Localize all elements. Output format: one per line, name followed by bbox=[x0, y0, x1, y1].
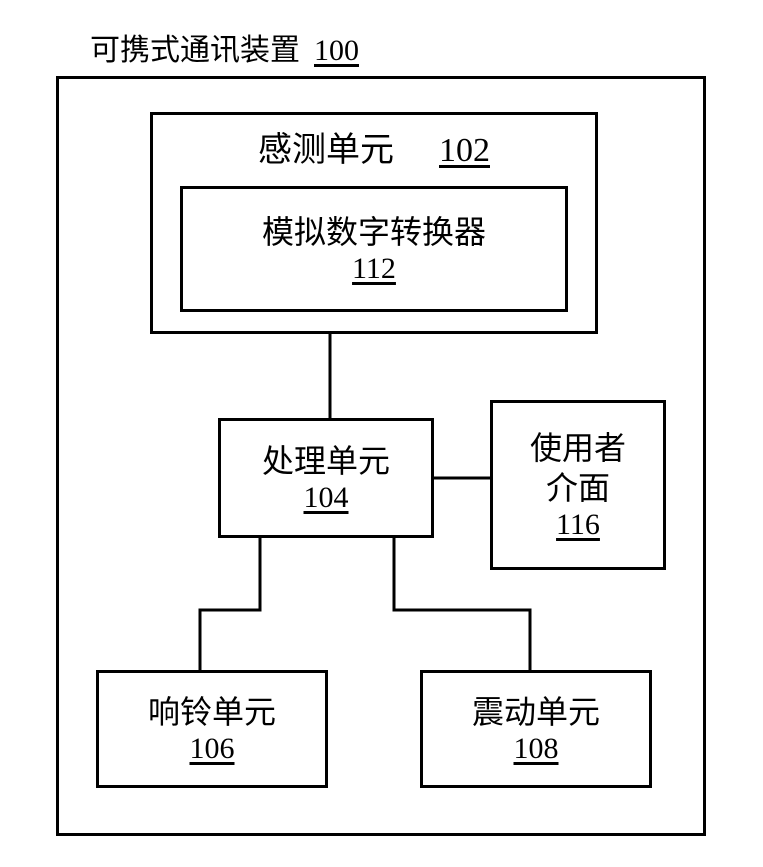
vibrate-unit-block: 震动单元 108 bbox=[420, 670, 652, 788]
sensing-unit-title: 感测单元 102 bbox=[150, 130, 598, 173]
adc-ref: 112 bbox=[352, 252, 396, 286]
device-label: 可携式通讯装置 bbox=[90, 32, 300, 70]
sensing-ref: 102 bbox=[439, 132, 490, 170]
ring-unit-block: 响铃单元 106 bbox=[96, 670, 328, 788]
user-interface-block: 使用者 介面 116 bbox=[490, 400, 666, 570]
ui-ref: 116 bbox=[556, 508, 600, 542]
ui-label-2: 介面 bbox=[546, 468, 610, 508]
device-ref: 100 bbox=[314, 34, 359, 68]
sensing-label: 感测单元 bbox=[258, 130, 394, 173]
processing-unit-block: 处理单元 104 bbox=[218, 418, 434, 538]
adc-label: 模拟数字转换器 bbox=[262, 212, 486, 252]
ring-ref: 106 bbox=[190, 732, 235, 766]
adc-block: 模拟数字转换器 112 bbox=[180, 186, 568, 312]
processing-label: 处理单元 bbox=[262, 441, 390, 481]
vibrate-ref: 108 bbox=[514, 732, 559, 766]
vibrate-label: 震动单元 bbox=[472, 692, 600, 732]
ring-label: 响铃单元 bbox=[148, 692, 276, 732]
processing-ref: 104 bbox=[304, 481, 349, 515]
ui-label-1: 使用者 bbox=[530, 428, 626, 468]
device-title: 可携式通讯装置 100 bbox=[90, 32, 359, 70]
